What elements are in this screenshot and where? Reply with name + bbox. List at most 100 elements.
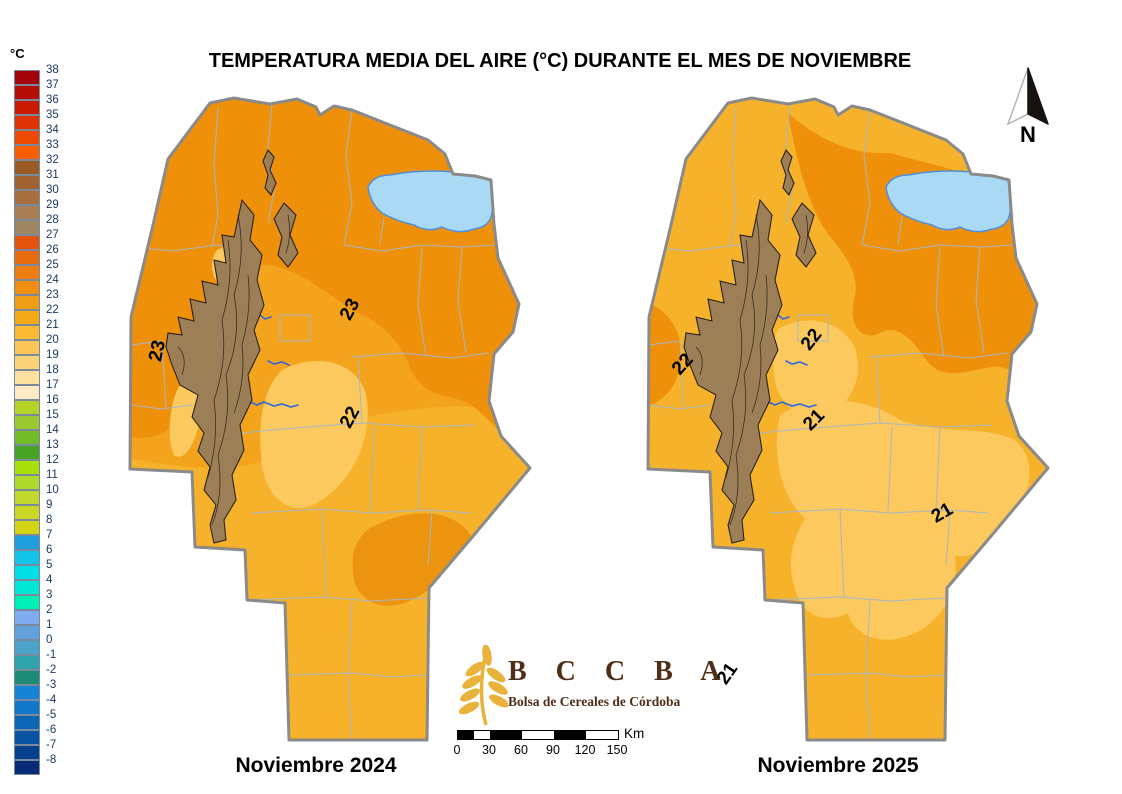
- legend-value: -1: [46, 649, 57, 661]
- page-title: TEMPERATURA MEDIA DEL AIRE (°C) DURANTE …: [208, 50, 912, 72]
- scale-bar-segment: [522, 731, 554, 739]
- zone-20-21-central: [776, 400, 1030, 640]
- legend-value: 0: [46, 634, 53, 646]
- legend-value: 15: [46, 409, 59, 421]
- legend-value: 36: [46, 94, 59, 106]
- legend-value: 31: [46, 169, 59, 181]
- legend-swatch: [14, 430, 40, 445]
- legend-unit-label: °C: [10, 46, 25, 61]
- legend-swatch: [14, 85, 40, 100]
- legend-value: 30: [46, 184, 59, 196]
- legend-swatch: [14, 70, 40, 85]
- legend-swatch: [14, 745, 40, 760]
- legend-value: 38: [46, 64, 59, 76]
- legend-value: 11: [46, 469, 58, 481]
- legend-value: -5: [46, 709, 57, 721]
- legend-swatch: [14, 520, 40, 535]
- zone-20-21-halo: [772, 320, 858, 416]
- legend-value: 25: [46, 259, 59, 271]
- legend-value: 9: [46, 499, 53, 511]
- scale-bar-segment: [490, 731, 522, 739]
- north-arrow: N: [1006, 67, 1049, 144]
- legend-value: 2: [46, 604, 53, 616]
- legend-value: 24: [46, 274, 59, 286]
- legend-swatch: [14, 250, 40, 265]
- legend-swatch: [14, 730, 40, 745]
- legend-value: -3: [46, 679, 57, 691]
- legend-swatch: [14, 490, 40, 505]
- scale-bar-segment: [458, 731, 474, 739]
- legend-swatch: [14, 550, 40, 565]
- legend-value: 5: [46, 559, 53, 571]
- legend-swatch: [14, 190, 40, 205]
- legend-value: 4: [46, 574, 53, 586]
- legend-value: 34: [46, 124, 59, 136]
- legend-swatch: [14, 400, 40, 415]
- legend-value: 14: [46, 424, 59, 436]
- legend-swatch: [14, 100, 40, 115]
- legend-swatch: [14, 370, 40, 385]
- scale-bar-tick: 90: [546, 743, 560, 757]
- legend-value: 8: [46, 514, 53, 526]
- scale-bar-tick: 30: [482, 743, 496, 757]
- legend-swatch: [14, 625, 40, 640]
- legend-swatch: [14, 580, 40, 595]
- temperature-legend: 38 37 36 35 34 33 32 31 30 29 28 27 26 25 24 23 22 21 20 19…: [14, 64, 84, 780]
- legend-value: 29: [46, 199, 59, 211]
- legend-value: 13: [46, 439, 59, 451]
- legend-swatch: [14, 280, 40, 295]
- scale-bar: Km 0 30 60 90 120 150: [454, 726, 667, 764]
- legend-value: 19: [46, 349, 59, 361]
- warm-pocket-se: [352, 513, 472, 606]
- wheat-icon: [458, 645, 508, 726]
- legend-swatch: [14, 610, 40, 625]
- legend-value: 27: [46, 229, 59, 241]
- legend-value: -4: [46, 694, 57, 706]
- legend-value: 6: [46, 544, 53, 556]
- legend-swatch: [14, 445, 40, 460]
- scale-bar-tick: 150: [606, 743, 628, 757]
- legend-value: 23: [46, 289, 59, 301]
- logo-subtitle: Bolsa de Cereales de Córdoba: [508, 694, 681, 709]
- legend-swatch: [14, 685, 40, 700]
- legend-swatch: [14, 145, 40, 160]
- legend-value: 22: [46, 304, 59, 316]
- legend-swatch: [14, 385, 40, 400]
- scale-bar-tick: 0: [453, 743, 461, 757]
- caption-noviembre-2025: Noviembre 2025: [757, 754, 919, 777]
- legend-swatch: [14, 310, 40, 325]
- scale-bar-tick: 60: [514, 743, 528, 757]
- legend-value: 33: [46, 139, 59, 151]
- legend-swatch: [14, 655, 40, 670]
- legend-value: -8: [46, 754, 57, 766]
- legend-value: 28: [46, 214, 59, 226]
- legend-swatch: [14, 325, 40, 340]
- legend-value: 7: [46, 529, 53, 541]
- legend-swatch: [14, 205, 40, 220]
- legend-swatch: [14, 220, 40, 235]
- legend-value: 1: [46, 619, 53, 631]
- legend-value: 3: [46, 589, 53, 601]
- legend-value: 26: [46, 244, 59, 256]
- legend-value: 21: [46, 319, 59, 331]
- legend-swatch: [14, 715, 40, 730]
- legend-swatch: [14, 235, 40, 250]
- legend-swatch: [14, 535, 40, 550]
- legend-swatch: [14, 700, 40, 715]
- legend-swatch: [14, 115, 40, 130]
- scale-bar-tick: 120: [574, 743, 596, 757]
- legend-value: 35: [46, 109, 59, 121]
- legend-swatch: [14, 595, 40, 610]
- legend-swatch: [14, 670, 40, 685]
- scale-bar-unit: Km: [624, 726, 645, 741]
- scale-bar-segment: [474, 731, 490, 739]
- legend-value: 18: [46, 364, 59, 376]
- cool-halo-east: [260, 361, 368, 508]
- legend-swatch: [14, 175, 40, 190]
- logo-acronym: B C C B A: [508, 656, 732, 687]
- north-label: N: [1020, 122, 1036, 144]
- legend-swatch: [14, 355, 40, 370]
- cool-halo-west: [169, 382, 201, 457]
